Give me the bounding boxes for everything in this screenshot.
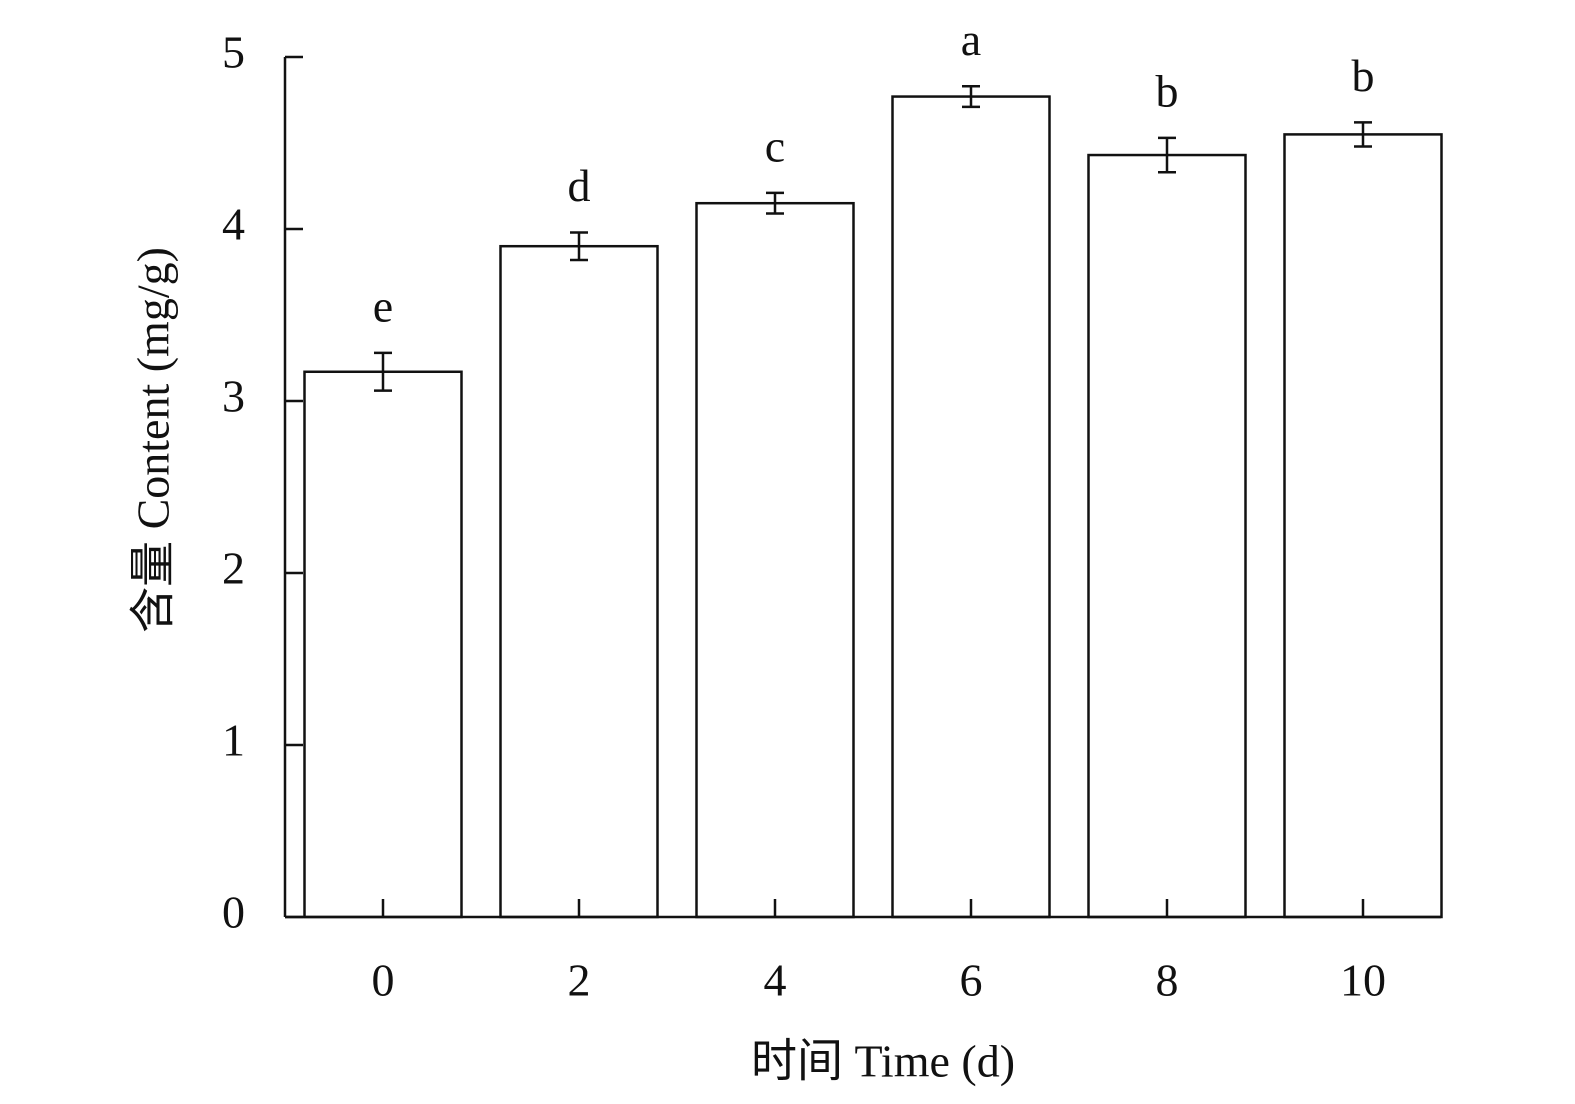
bar	[695, 201, 855, 919]
error-bar	[766, 191, 784, 215]
significance-letter: a	[961, 14, 981, 65]
error-bar	[962, 84, 980, 109]
bar	[1283, 133, 1443, 919]
x-tick-label: 8	[1156, 955, 1179, 1006]
y-tick-label: 1	[222, 715, 245, 766]
significance-letter: d	[568, 160, 591, 211]
y-tick-label: 2	[222, 543, 245, 594]
significance-letter: b	[1156, 65, 1179, 116]
y-tick-label: 4	[222, 199, 245, 250]
x-axis-label: 时间 Time (d)	[751, 1036, 1015, 1087]
x-tick-label: 6	[960, 955, 983, 1006]
significance-letter: c	[765, 120, 785, 171]
error-bar	[1354, 121, 1372, 148]
bar	[1087, 153, 1247, 919]
y-tick-label: 0	[222, 887, 245, 938]
x-tick-label: 0	[372, 955, 395, 1006]
bar	[499, 244, 659, 919]
y-tick-label: 5	[222, 27, 245, 78]
x-tick-label: 2	[568, 955, 591, 1006]
significance-letter: b	[1352, 50, 1375, 101]
x-tick-label: 10	[1340, 955, 1386, 1006]
significance-letter: e	[373, 280, 393, 331]
error-bar	[570, 231, 588, 262]
error-bar	[374, 351, 392, 392]
bar	[891, 95, 1051, 919]
y-axis-label: 含量 Content (mg/g)	[128, 247, 179, 633]
x-tick-label: 4	[764, 955, 787, 1006]
y-tick-label: 3	[222, 371, 245, 422]
error-bar	[1158, 136, 1176, 174]
bar	[303, 370, 463, 919]
